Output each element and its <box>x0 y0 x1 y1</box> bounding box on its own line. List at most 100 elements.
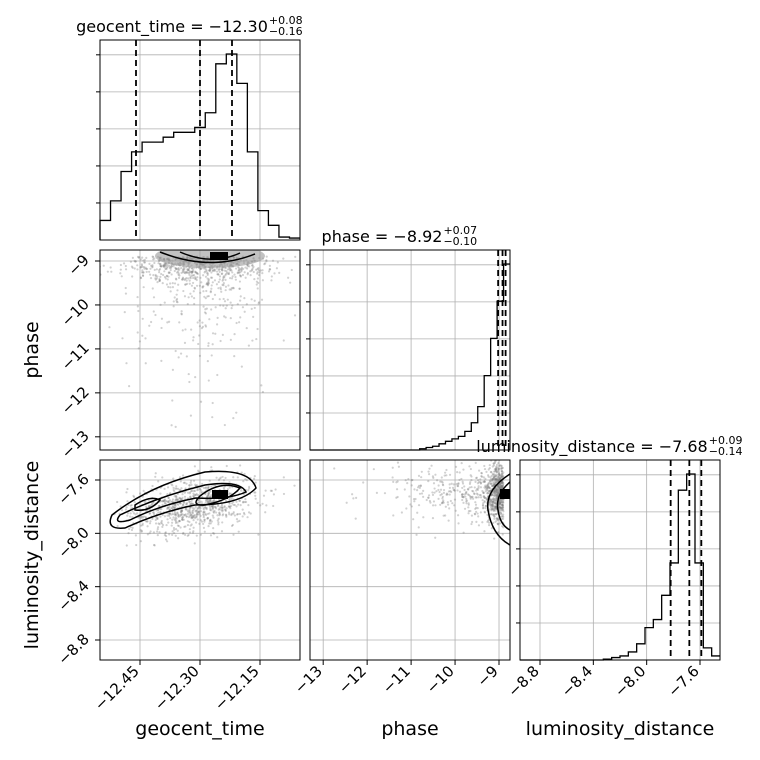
sample-point <box>217 521 220 524</box>
sample-point <box>171 484 174 487</box>
sample-point <box>199 533 202 536</box>
sample-point <box>160 519 163 523</box>
sample-point <box>201 482 204 486</box>
sample-point <box>156 508 160 511</box>
sample-point <box>177 276 181 280</box>
sample-point <box>187 268 190 272</box>
sample-point <box>184 277 187 281</box>
sample-point <box>200 490 203 493</box>
sample-point <box>170 513 173 516</box>
sample-point <box>483 500 486 503</box>
sample-point <box>168 533 171 536</box>
sample-point <box>183 295 187 298</box>
sample-point <box>491 505 494 508</box>
sample-point <box>166 265 169 268</box>
frame-geocent_time <box>99 39 301 241</box>
sample-point <box>161 273 165 277</box>
sample-point <box>491 505 494 508</box>
sample-point <box>208 491 211 494</box>
sample-point <box>144 337 147 340</box>
sample-point <box>179 510 183 514</box>
sample-point <box>488 466 491 470</box>
sample-point <box>191 270 194 273</box>
sample-point <box>173 490 176 493</box>
sample-point <box>487 489 490 492</box>
sample-point <box>391 466 394 469</box>
sample-point <box>206 360 209 363</box>
sample-point <box>493 502 497 505</box>
sample-point <box>204 512 207 515</box>
sample-point <box>443 474 446 477</box>
sample-point <box>270 489 273 492</box>
sample-point <box>282 476 285 479</box>
sample-point <box>169 290 172 293</box>
sample-point <box>472 490 475 493</box>
sample-point <box>177 283 180 286</box>
xtick-label: −13 <box>291 662 326 697</box>
sample-point <box>461 495 464 498</box>
sample-point <box>140 515 144 518</box>
sample-point <box>194 517 197 520</box>
sample-point <box>495 517 499 520</box>
sample-point <box>455 483 458 486</box>
sample-point <box>441 500 444 503</box>
sample-point <box>481 504 485 507</box>
panels-layer <box>96 39 721 661</box>
sample-point <box>226 268 229 271</box>
sample-point <box>208 269 211 272</box>
sample-point <box>495 489 499 492</box>
sample-point <box>222 304 225 307</box>
sample-point <box>241 501 245 504</box>
sample-point <box>244 276 247 279</box>
sample-point <box>210 354 213 357</box>
sample-point <box>124 508 128 511</box>
sample-point <box>489 505 492 508</box>
sample-point <box>495 473 499 477</box>
sample-point <box>193 287 196 290</box>
sample-point <box>502 483 505 486</box>
sample-point <box>244 266 247 269</box>
sample-point <box>489 470 492 474</box>
sample-point <box>204 308 207 311</box>
sample-point <box>142 271 145 274</box>
sample-point <box>220 290 223 293</box>
sample-point <box>187 269 190 272</box>
sample-point <box>178 268 181 271</box>
sample-point <box>195 515 198 519</box>
sample-point <box>495 480 498 484</box>
sample-point <box>180 509 183 512</box>
sample-point <box>219 286 222 289</box>
sample-point <box>168 271 171 274</box>
sample-point <box>167 271 170 275</box>
sample-point <box>222 276 225 279</box>
sample-point <box>481 499 484 502</box>
sample-point <box>489 476 492 479</box>
sample-point <box>483 486 486 489</box>
sample-point <box>228 269 232 272</box>
sample-point <box>232 512 235 515</box>
sample-point <box>126 512 130 515</box>
sample-point <box>191 512 194 515</box>
sample-point <box>383 492 387 495</box>
sample-point <box>192 509 195 512</box>
sample-point <box>173 506 176 509</box>
sample-point <box>452 488 455 491</box>
sample-point <box>195 534 198 537</box>
sample-point <box>441 497 444 500</box>
sample-point <box>238 287 241 290</box>
sample-point <box>497 491 501 495</box>
sample-point <box>492 513 496 516</box>
sample-point <box>177 524 180 528</box>
sample-point <box>493 483 496 486</box>
sample-point <box>490 482 493 485</box>
sample-point <box>403 488 406 491</box>
sample-point <box>485 470 488 473</box>
sample-point <box>213 506 217 509</box>
sample-point <box>247 511 251 514</box>
sample-point <box>170 265 173 268</box>
sample-point <box>493 494 496 497</box>
sample-point <box>445 492 449 495</box>
sample-point <box>131 526 134 529</box>
sample-point <box>354 517 357 520</box>
